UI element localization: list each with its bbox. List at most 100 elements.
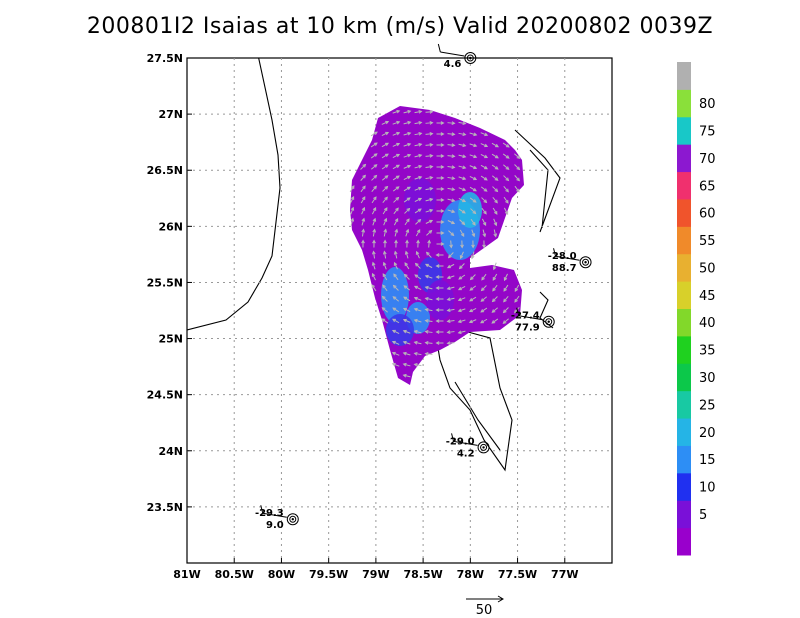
wind-vector-head xyxy=(457,319,462,324)
wind-vector-head xyxy=(435,308,440,312)
wind-vector xyxy=(447,187,455,191)
wind-vector xyxy=(392,352,400,356)
wind-vector xyxy=(447,166,455,168)
wind-vector xyxy=(383,251,387,259)
wind-vector-head xyxy=(491,320,496,324)
tick-label-lat: 23.5N xyxy=(147,501,183,514)
colorbar-label: 50 xyxy=(699,261,716,276)
wind-vector xyxy=(491,175,499,181)
wind-vector-head xyxy=(473,132,478,137)
wind-vector xyxy=(425,263,433,269)
wind-vector xyxy=(403,165,411,169)
wind-vector xyxy=(382,207,388,215)
wind-vector xyxy=(404,274,410,280)
wind-vector xyxy=(425,133,433,135)
wind-vector-head xyxy=(440,132,445,136)
wind-vector-head xyxy=(395,196,400,201)
wind-barb xyxy=(453,440,478,446)
wind-vector xyxy=(392,186,400,192)
dropsonde-2: -28.088.7 xyxy=(548,248,592,274)
wind-vector-head xyxy=(492,287,496,292)
wind-vector-head xyxy=(503,298,507,303)
colorbar-label: 5 xyxy=(699,508,707,523)
wind-vector xyxy=(491,318,499,324)
wind-vector-head xyxy=(503,287,507,292)
wind-vector-head xyxy=(392,284,397,289)
wind-vector-head xyxy=(416,239,420,244)
wind-vector-head xyxy=(362,174,366,179)
wind-vector xyxy=(370,153,378,159)
wind-vector-head xyxy=(418,142,423,147)
wind-vector-head xyxy=(462,143,467,148)
wind-vector xyxy=(493,218,497,226)
wind-vector xyxy=(458,285,466,291)
wind-barb xyxy=(440,51,465,57)
wind-vector-head xyxy=(373,164,378,168)
colorbar-swatch xyxy=(677,198,691,227)
wind-vector xyxy=(382,273,388,281)
wind-vector-head xyxy=(480,319,484,324)
tick-label-lat: 24.5N xyxy=(147,389,183,402)
tick-label-lon: 80.5W xyxy=(215,568,254,581)
dropsonde-marker xyxy=(464,52,477,64)
wind-vector-head xyxy=(482,222,487,227)
wind-vector-head xyxy=(493,222,498,227)
wind-vector xyxy=(480,132,488,136)
dropsonde-marker-inner xyxy=(545,318,553,326)
wind-barb xyxy=(262,512,287,518)
wind-vector-head xyxy=(482,233,487,238)
wind-vector-head xyxy=(381,295,386,300)
wind-vector xyxy=(403,154,411,158)
wind-vector xyxy=(447,155,455,157)
wind-vector-head xyxy=(473,154,478,159)
wind-vector-head xyxy=(381,318,386,322)
wind-vector-head xyxy=(440,165,445,169)
wind-vector xyxy=(414,187,422,191)
wind-vector xyxy=(492,284,498,292)
wind-vector xyxy=(480,143,488,147)
wind-vector-head xyxy=(468,308,473,313)
wind-vector xyxy=(469,319,477,323)
wind-vector xyxy=(491,164,499,170)
wind-vector xyxy=(403,121,411,125)
wind-vector-head xyxy=(451,121,456,125)
wind-vector xyxy=(382,196,388,204)
wind-vector xyxy=(460,251,464,259)
wind-vector xyxy=(504,273,508,281)
wind-vector xyxy=(492,307,498,313)
wind-vector xyxy=(415,229,421,237)
wind-vector xyxy=(403,341,411,345)
wind-vector-head xyxy=(393,250,398,255)
wind-vector xyxy=(514,185,520,193)
wind-vector-head xyxy=(484,132,489,137)
wind-vector xyxy=(393,285,399,291)
dropsonde-temperature: -27.4 xyxy=(511,311,540,322)
colorbar-label: 25 xyxy=(699,398,716,413)
colorbar-swatch xyxy=(677,335,691,364)
wind-vector-head xyxy=(440,176,445,180)
wind-vector xyxy=(414,274,422,280)
wind-vector xyxy=(458,176,466,180)
wind-vector-head xyxy=(413,351,418,356)
wind-vector-head xyxy=(384,196,388,201)
wind-vector-head xyxy=(446,297,451,302)
tick-label-lon: 77.5W xyxy=(498,568,537,581)
dropsonde-marker-inner xyxy=(289,515,297,523)
wind-vector xyxy=(425,286,433,290)
dropsonde-marker xyxy=(579,256,592,269)
wind-vector-head xyxy=(449,244,453,249)
wind-vector xyxy=(493,229,497,237)
wind-vector xyxy=(372,218,376,226)
tick-label-lon: 77W xyxy=(551,568,578,581)
wind-vector xyxy=(503,307,509,313)
tick-label-lat: 25N xyxy=(158,333,183,346)
wind-vector xyxy=(448,230,454,236)
wind-vector xyxy=(448,252,454,258)
wind-vector-head xyxy=(391,351,396,356)
wind-vector-head xyxy=(429,219,434,224)
wind-vector-head xyxy=(468,319,473,324)
wind-vector xyxy=(425,122,433,124)
wind-vector xyxy=(371,186,377,192)
wind-vector xyxy=(447,122,455,124)
wind-vector-head xyxy=(396,131,401,136)
